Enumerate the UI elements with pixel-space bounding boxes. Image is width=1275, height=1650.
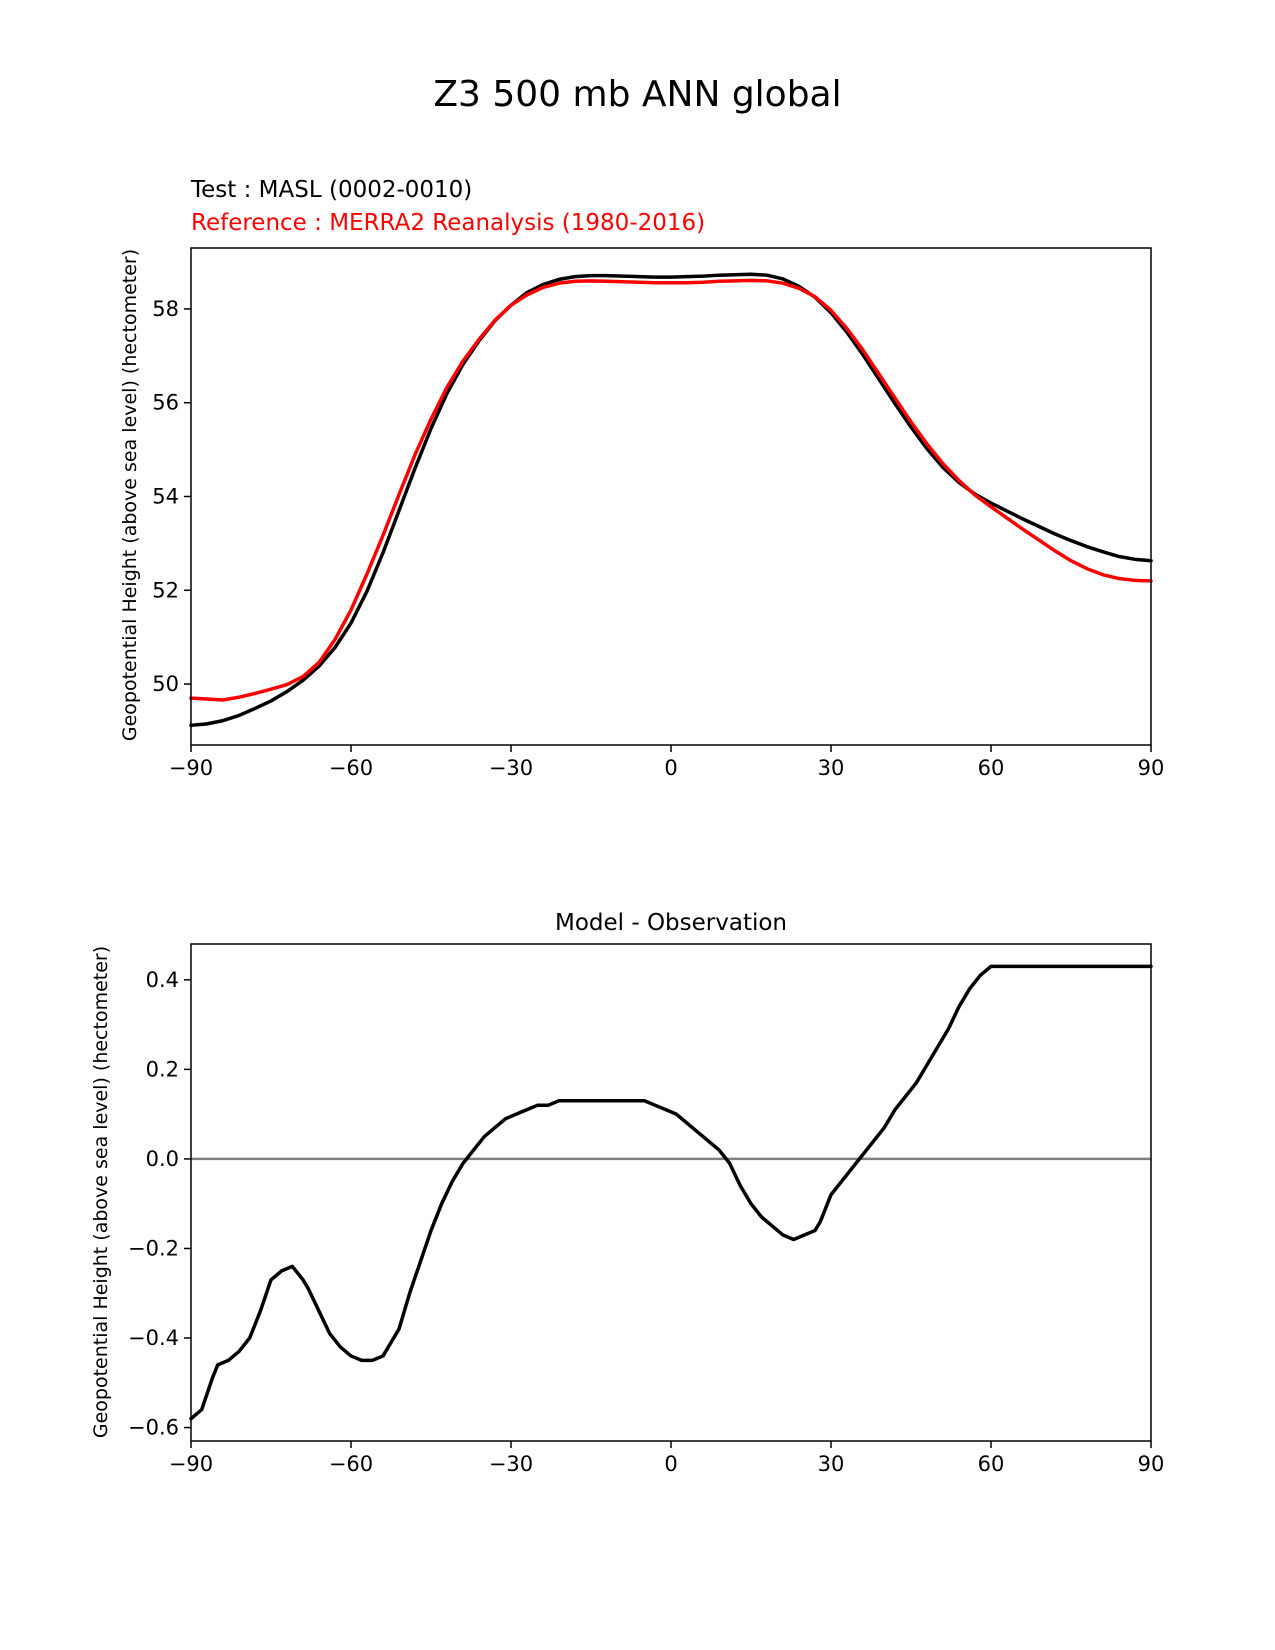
marks-top: −90 −60 −30 0 30 60 90 50 52 54 56 58 — [152, 272, 1165, 780]
bottom-x-tick-label: −60 — [329, 1452, 373, 1476]
top-x-tick-label: 0 — [664, 756, 677, 780]
top-y-tick-label: 52 — [152, 578, 179, 602]
reference-title: Reference : MERRA2 Reanalysis (1980-2016… — [191, 210, 705, 236]
bottom-x-tick-label: −30 — [489, 1452, 533, 1476]
bottom-x-tick-label: 30 — [818, 1452, 845, 1476]
bottom-y-tick-label: −0.6 — [128, 1416, 179, 1440]
plot-frame-bottom — [190, 943, 1152, 1442]
bottom-series-line-0 — [189, 964, 1153, 1421]
top-x-tick-label: −60 — [329, 756, 373, 780]
top-x-tick-label: −90 — [169, 756, 213, 780]
top-series-line-1 — [189, 278, 1153, 702]
bottom-y-tick-label: −0.2 — [128, 1236, 179, 1260]
bottom-x-tick-label: 90 — [1138, 1452, 1165, 1476]
top-y-tick-label: 56 — [152, 391, 179, 415]
y-axis-label-bottom: Geopotential Height (above sea level) (h… — [90, 946, 112, 1438]
bottom-y-tick-label: −0.4 — [128, 1326, 179, 1350]
difference-title: Model - Observation — [555, 910, 787, 936]
top-y-tick-label: 50 — [152, 672, 179, 696]
top-y-tick-label: 54 — [152, 485, 179, 509]
top-x-tick-label: −30 — [489, 756, 533, 780]
bottom-x-tick-label: 0 — [664, 1452, 677, 1476]
y-axis-label-top: Geopotential Height (above sea level) (h… — [119, 249, 141, 741]
plot-frame-top — [190, 247, 1152, 746]
top-x-tick-label: 30 — [818, 756, 845, 780]
bottom-x-tick-label: −90 — [169, 1452, 213, 1476]
top-x-tick-label: 60 — [978, 756, 1005, 780]
bottom-y-tick-label: 0.2 — [146, 1057, 179, 1081]
bottom-y-tick-label: 0.0 — [146, 1147, 179, 1171]
top-y-tick-label: 58 — [152, 297, 179, 321]
panel-bottom: Model - Observation Geopotential Height … — [90, 910, 1164, 1476]
figure-title: Z3 500 mb ANN global — [433, 74, 842, 115]
marks-bottom: −90 −60 −30 0 30 60 90 −0.6 −0.4 −0.2 0.0 0.2 0.4 — [128, 964, 1165, 1476]
test-title: Test : MASL (0002-0010) — [190, 177, 472, 203]
bottom-y-tick-label: 0.4 — [146, 968, 179, 992]
panel-top: Test : MASL (0002-0010) Reference : MERR… — [119, 177, 1164, 780]
top-x-tick-label: 90 — [1138, 756, 1165, 780]
top-series-line-0 — [189, 272, 1153, 728]
bottom-x-tick-label: 60 — [978, 1452, 1005, 1476]
